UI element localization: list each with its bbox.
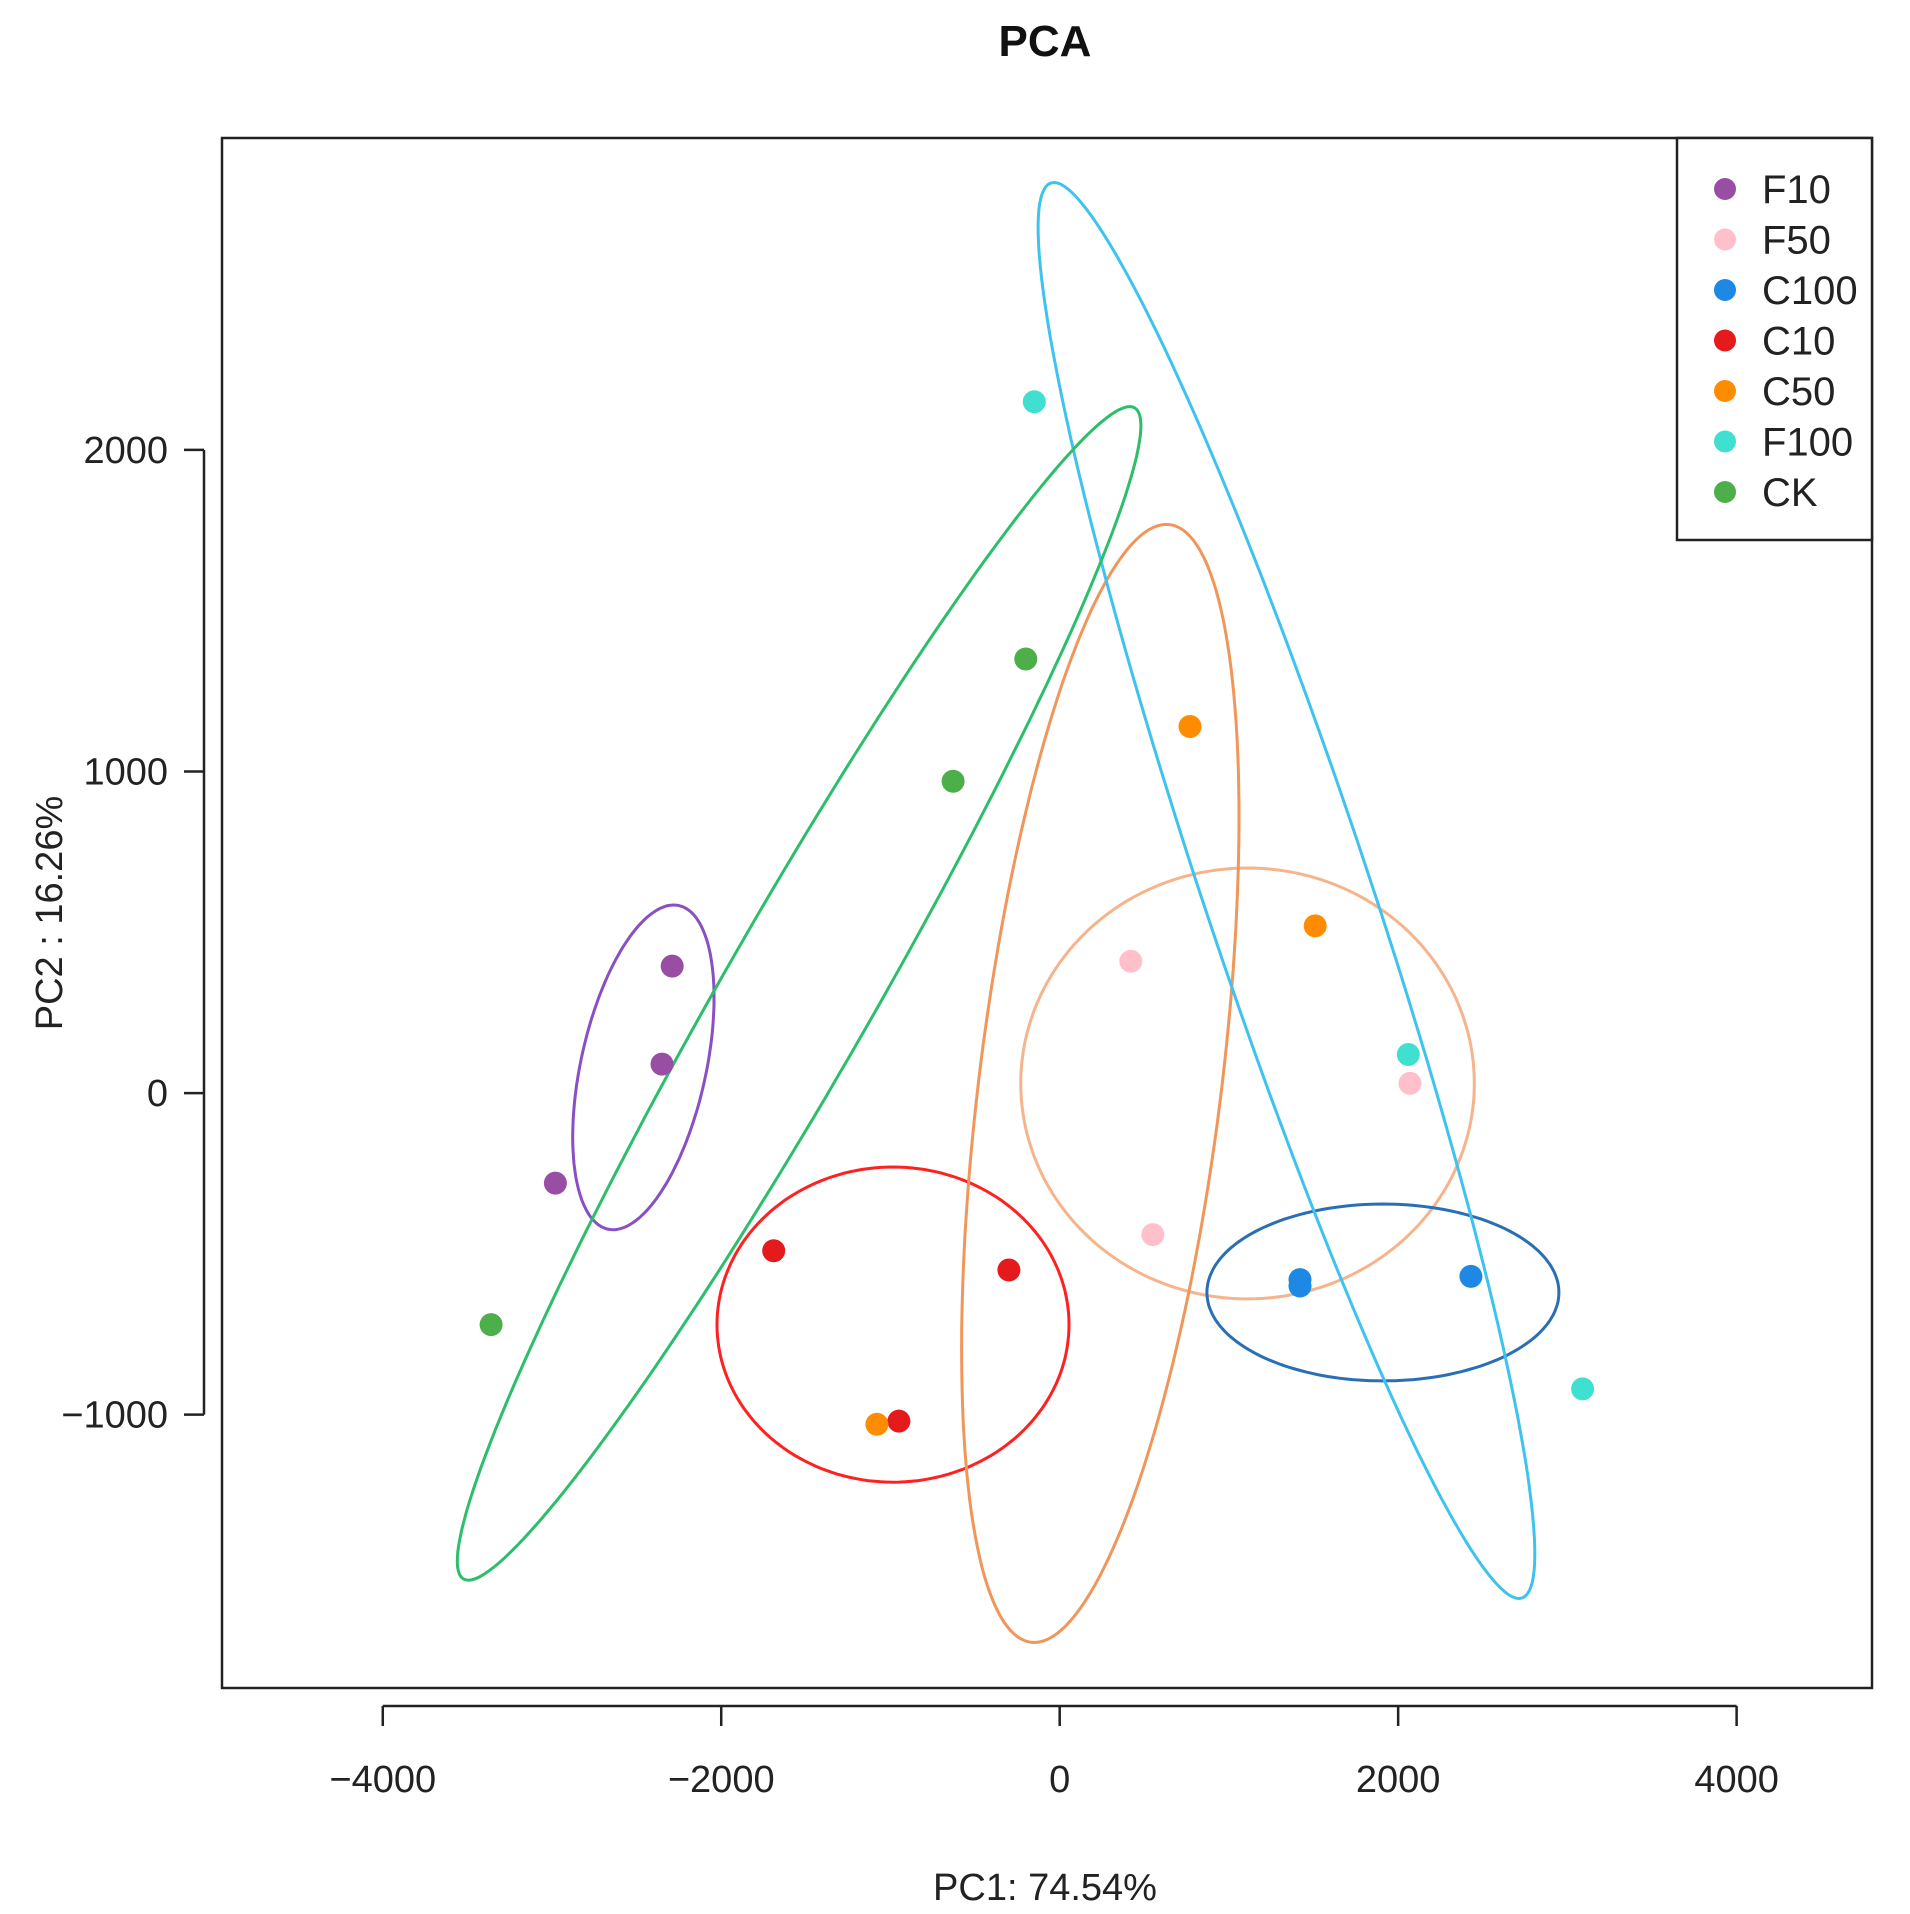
point-c10-3 (887, 1409, 911, 1433)
point-ck-1 (1014, 647, 1038, 671)
legend-label-ck: CK (1762, 471, 1818, 515)
legend-box (1675, 136, 1874, 542)
legend-marker-f10 (1714, 178, 1736, 200)
ellipse-c10 (715, 1165, 1071, 1484)
point-ck-2 (941, 769, 965, 793)
point-c10-2 (997, 1258, 1021, 1282)
legend-label-c10: C10 (1762, 320, 1835, 364)
x-tick-label: −4000 (329, 1759, 436, 1801)
x-axis-title: PC1: 74.54% (933, 1867, 1157, 1909)
legend-label-f100: F100 (1762, 421, 1853, 465)
x-tick-label: 2000 (1356, 1759, 1441, 1801)
plot-frame (220, 136, 1874, 1690)
legend-marker-f50 (1714, 228, 1736, 251)
x-axis: −4000 −2000 0 2000 4000 (329, 1704, 1779, 1801)
point-f100-3 (1571, 1377, 1595, 1401)
x-tick-label: 4000 (1694, 1759, 1779, 1801)
y-tick-label: 0 (147, 1073, 168, 1115)
legend-label-c100: C100 (1762, 269, 1858, 313)
legend-marker-c100 (1714, 279, 1736, 301)
y-tick-label: −1000 (61, 1395, 168, 1437)
legend-label-c50: C50 (1762, 370, 1835, 414)
point-f10-1 (660, 954, 684, 978)
x-tick-label: −2000 (668, 1759, 775, 1801)
points-layer (479, 390, 1595, 1436)
point-f50-1 (1119, 949, 1143, 973)
legend-marker-f100 (1714, 430, 1736, 453)
x-tick-label: 0 (1049, 1759, 1070, 1801)
legend-label-f50: F50 (1762, 219, 1831, 263)
legend: F10 F50 C100 C10 C50 F100 CK (1675, 136, 1874, 542)
point-c50-1 (1178, 715, 1202, 738)
legend-marker-ck (1714, 481, 1736, 503)
point-f10-2 (650, 1052, 674, 1076)
legend-marker-c50 (1714, 380, 1736, 402)
ellipse-f10 (571, 903, 716, 1232)
point-f100-2 (1396, 1043, 1420, 1066)
point-c100-2 (1288, 1274, 1312, 1298)
ellipse-f50 (1019, 866, 1476, 1301)
ellipse-c50 (960, 522, 1241, 1645)
point-c10-1 (762, 1239, 786, 1263)
point-f50-2 (1141, 1223, 1165, 1247)
y-axis: −1000 0 1000 2000 (61, 430, 206, 1437)
ellipse-ck (455, 405, 1143, 1582)
legend-marker-c10 (1714, 329, 1736, 352)
chart-title: PCA (999, 17, 1092, 66)
point-f10-3 (543, 1171, 567, 1195)
y-tick-label: 2000 (83, 430, 168, 472)
ellipses-layer (455, 180, 1561, 1645)
y-axis-title: PC2 : 16.26% (29, 796, 71, 1030)
ellipse-f100 (1036, 180, 1537, 1601)
y-tick-label: 1000 (83, 752, 168, 794)
point-c50-3 (865, 1412, 889, 1436)
point-f50-3 (1398, 1071, 1422, 1095)
point-c50-2 (1303, 914, 1327, 938)
point-ck-3 (479, 1313, 503, 1337)
point-c100-3 (1459, 1264, 1483, 1288)
legend-label-f10: F10 (1762, 168, 1831, 212)
point-f100-1 (1022, 390, 1046, 414)
